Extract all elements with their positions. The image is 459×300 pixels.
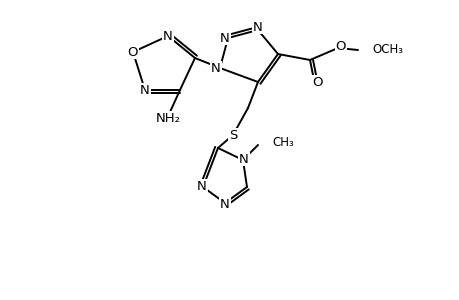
Text: N: N — [220, 197, 230, 211]
Text: N: N — [211, 61, 220, 74]
Text: N: N — [252, 20, 262, 34]
Text: O: O — [312, 76, 323, 88]
Text: CH₃: CH₃ — [271, 136, 293, 148]
Text: N: N — [140, 83, 150, 97]
Text: S: S — [228, 128, 237, 142]
Text: N: N — [220, 32, 230, 44]
Text: NH₂: NH₂ — [155, 112, 180, 124]
Text: O: O — [128, 46, 138, 59]
Text: methyl: methyl — [359, 45, 364, 46]
Text: N: N — [163, 29, 173, 43]
Text: OCH₃: OCH₃ — [371, 43, 402, 56]
Text: O: O — [335, 40, 346, 52]
Text: N: N — [239, 152, 248, 166]
Text: N: N — [197, 179, 207, 193]
